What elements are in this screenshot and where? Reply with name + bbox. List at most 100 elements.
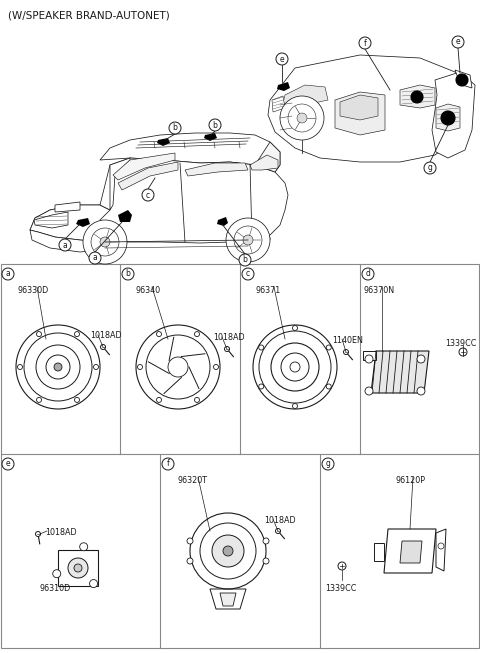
Text: 1018AD: 1018AD: [264, 516, 296, 525]
Text: f: f: [167, 460, 169, 468]
Text: b: b: [213, 121, 217, 129]
Circle shape: [122, 268, 134, 280]
Polygon shape: [30, 230, 105, 252]
Circle shape: [365, 387, 373, 395]
Text: 96340: 96340: [135, 286, 160, 295]
Polygon shape: [283, 85, 328, 105]
Circle shape: [59, 239, 71, 251]
Circle shape: [137, 364, 143, 370]
Circle shape: [83, 220, 127, 264]
Polygon shape: [335, 92, 385, 135]
Circle shape: [209, 119, 221, 131]
Circle shape: [359, 37, 371, 49]
Polygon shape: [268, 55, 470, 162]
Circle shape: [259, 384, 264, 389]
Text: 1018AD: 1018AD: [45, 528, 77, 537]
Circle shape: [94, 364, 98, 370]
Polygon shape: [400, 541, 422, 563]
Circle shape: [263, 538, 269, 544]
Text: 96120P: 96120P: [395, 476, 425, 485]
Text: f: f: [364, 39, 366, 48]
Circle shape: [326, 384, 331, 389]
Text: 96371: 96371: [255, 286, 280, 295]
Text: 1339CC: 1339CC: [325, 584, 356, 593]
Polygon shape: [30, 205, 110, 230]
Circle shape: [452, 36, 464, 48]
Circle shape: [168, 357, 188, 377]
Polygon shape: [384, 529, 436, 573]
Circle shape: [297, 113, 307, 123]
Text: a: a: [62, 240, 67, 249]
Polygon shape: [34, 212, 68, 228]
Polygon shape: [455, 70, 472, 88]
Circle shape: [36, 398, 41, 402]
Text: 1018AD: 1018AD: [90, 331, 121, 340]
Text: b: b: [173, 123, 178, 133]
Text: (W/SPEAKER BRAND-AUTONET): (W/SPEAKER BRAND-AUTONET): [8, 11, 170, 21]
Polygon shape: [250, 155, 278, 170]
Circle shape: [362, 268, 374, 280]
Polygon shape: [220, 593, 236, 606]
Text: e: e: [456, 37, 460, 46]
Text: b: b: [126, 270, 131, 278]
Circle shape: [54, 363, 62, 371]
Circle shape: [17, 364, 23, 370]
Text: c: c: [146, 191, 150, 200]
Text: a: a: [6, 270, 11, 278]
Polygon shape: [436, 104, 460, 131]
Polygon shape: [217, 217, 228, 226]
Circle shape: [156, 332, 161, 336]
Polygon shape: [100, 158, 288, 243]
Circle shape: [74, 332, 80, 336]
Circle shape: [338, 562, 346, 570]
Text: g: g: [325, 460, 330, 468]
Polygon shape: [277, 82, 290, 91]
Circle shape: [243, 235, 253, 245]
Polygon shape: [204, 133, 217, 141]
Circle shape: [89, 252, 101, 264]
Circle shape: [194, 332, 200, 336]
Text: 1140EN: 1140EN: [332, 336, 363, 345]
Circle shape: [280, 96, 324, 140]
Polygon shape: [110, 158, 130, 210]
Circle shape: [74, 398, 80, 402]
Circle shape: [187, 558, 193, 564]
Text: b: b: [242, 255, 247, 264]
Text: 96320T: 96320T: [178, 476, 208, 485]
Circle shape: [2, 268, 14, 280]
Circle shape: [169, 122, 181, 134]
Text: 96310D: 96310D: [40, 584, 71, 593]
Polygon shape: [157, 138, 170, 146]
Circle shape: [438, 543, 444, 549]
Polygon shape: [371, 351, 429, 393]
Polygon shape: [100, 133, 280, 172]
Polygon shape: [58, 550, 98, 586]
Polygon shape: [185, 163, 248, 176]
Polygon shape: [436, 529, 446, 571]
Polygon shape: [374, 543, 384, 561]
Text: c: c: [246, 270, 250, 278]
Circle shape: [68, 558, 88, 578]
Circle shape: [36, 332, 41, 336]
Polygon shape: [432, 72, 475, 158]
Circle shape: [411, 91, 423, 103]
Circle shape: [162, 458, 174, 470]
Circle shape: [292, 325, 298, 330]
Circle shape: [194, 398, 200, 402]
Polygon shape: [113, 153, 175, 180]
Circle shape: [276, 528, 280, 534]
Polygon shape: [400, 85, 435, 108]
Circle shape: [212, 535, 244, 567]
Text: a: a: [93, 253, 97, 263]
Circle shape: [417, 387, 425, 395]
Circle shape: [239, 254, 251, 266]
Circle shape: [226, 218, 270, 262]
Polygon shape: [210, 589, 246, 609]
Circle shape: [365, 355, 373, 363]
Polygon shape: [55, 202, 80, 212]
Circle shape: [142, 189, 154, 201]
Circle shape: [424, 162, 436, 174]
Circle shape: [36, 532, 40, 537]
Circle shape: [344, 349, 348, 355]
Text: 96370N: 96370N: [363, 286, 394, 295]
